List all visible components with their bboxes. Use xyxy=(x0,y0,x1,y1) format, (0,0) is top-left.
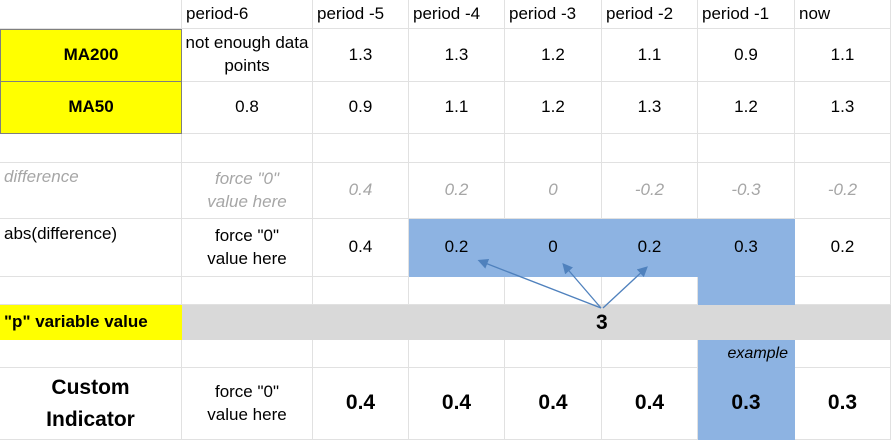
ma200-period-4[interactable]: 1.3 xyxy=(409,29,505,82)
example-label[interactable]: example xyxy=(698,340,795,368)
custom-indicator-period-4[interactable]: 0.4 xyxy=(409,368,505,440)
difference-now[interactable]: -0.2 xyxy=(795,163,891,219)
ma200-period-6[interactable]: not enough data points xyxy=(182,29,313,82)
custom-indicator-period-2[interactable]: 0.4 xyxy=(602,368,698,440)
label-p-variable[interactable]: "p" variable value xyxy=(0,305,182,340)
blank-cell[interactable] xyxy=(698,134,795,163)
blank-cell[interactable] xyxy=(409,134,505,163)
blank-cell[interactable] xyxy=(313,277,409,305)
label-custom-indicator[interactable]: Custom Indicator xyxy=(0,368,182,440)
blank-cell[interactable] xyxy=(409,340,505,368)
abs-difference-period-6[interactable]: force "0" value here xyxy=(182,219,313,277)
abs-difference-period-4[interactable]: 0.2 xyxy=(409,219,505,277)
header-period-1[interactable]: period -1 xyxy=(698,0,795,29)
blank-cell[interactable] xyxy=(505,134,602,163)
header-period-5[interactable]: period -5 xyxy=(313,0,409,29)
blank-cell[interactable] xyxy=(409,277,505,305)
ma50-period-3[interactable]: 1.2 xyxy=(505,82,602,134)
ma50-period-5[interactable]: 0.9 xyxy=(313,82,409,134)
header-corner-cell[interactable] xyxy=(0,0,182,29)
ma200-period-2[interactable]: 1.1 xyxy=(602,29,698,82)
blank-cell[interactable] xyxy=(0,340,182,368)
blank-cell[interactable] xyxy=(313,134,409,163)
blank-cell[interactable] xyxy=(795,277,891,305)
abs-difference-period-5[interactable]: 0.4 xyxy=(313,219,409,277)
header-period-2[interactable]: period -2 xyxy=(602,0,698,29)
p-variable-bar[interactable] xyxy=(182,305,891,340)
ma200-period-3[interactable]: 1.2 xyxy=(505,29,602,82)
blank-cell[interactable] xyxy=(182,277,313,305)
blank-cell[interactable] xyxy=(182,134,313,163)
label-abs-difference[interactable]: abs(difference) xyxy=(0,219,182,277)
header-period-4[interactable]: period -4 xyxy=(409,0,505,29)
difference-period-2[interactable]: -0.2 xyxy=(602,163,698,219)
label-ma50[interactable]: MA50 xyxy=(0,82,182,134)
custom-indicator-now[interactable]: 0.3 xyxy=(795,368,891,440)
label-difference[interactable]: difference xyxy=(0,163,182,219)
abs-difference-period-2[interactable]: 0.2 xyxy=(602,219,698,277)
difference-period-5[interactable]: 0.4 xyxy=(313,163,409,219)
ma50-period-6[interactable]: 0.8 xyxy=(182,82,313,134)
header-period-3[interactable]: period -3 xyxy=(505,0,602,29)
ma50-period-2[interactable]: 1.3 xyxy=(602,82,698,134)
custom-indicator-period-3[interactable]: 0.4 xyxy=(505,368,602,440)
abs-difference-period-3[interactable]: 0 xyxy=(505,219,602,277)
p-variable-value: 3 xyxy=(596,310,608,334)
blank-cell[interactable] xyxy=(182,340,313,368)
ma50-period-4[interactable]: 1.1 xyxy=(409,82,505,134)
blank-cell[interactable] xyxy=(795,340,891,368)
ma200-now[interactable]: 1.1 xyxy=(795,29,891,82)
custom-indicator-period-6[interactable]: force "0" value here xyxy=(182,368,313,440)
custom-indicator-period-5[interactable]: 0.4 xyxy=(313,368,409,440)
blank-cell[interactable] xyxy=(602,340,698,368)
difference-period-1[interactable]: -0.3 xyxy=(698,163,795,219)
blank-cell[interactable] xyxy=(602,134,698,163)
ma200-period-5[interactable]: 1.3 xyxy=(313,29,409,82)
difference-period-6[interactable]: force "0" value here xyxy=(182,163,313,219)
ma200-period-1[interactable]: 0.9 xyxy=(698,29,795,82)
custom-indicator-period-1[interactable]: 0.3 xyxy=(698,368,795,440)
highlight-cell[interactable] xyxy=(698,277,795,305)
blank-cell[interactable] xyxy=(795,134,891,163)
header-period-6[interactable]: period-6 xyxy=(182,0,313,29)
blank-cell[interactable] xyxy=(505,277,602,305)
difference-period-3[interactable]: 0 xyxy=(505,163,602,219)
header-now[interactable]: now xyxy=(795,0,891,29)
label-ma200[interactable]: MA200 xyxy=(0,29,182,82)
difference-period-4[interactable]: 0.2 xyxy=(409,163,505,219)
blank-cell[interactable] xyxy=(505,340,602,368)
blank-cell[interactable] xyxy=(0,134,182,163)
blank-cell[interactable] xyxy=(602,277,698,305)
ma50-period-1[interactable]: 1.2 xyxy=(698,82,795,134)
abs-difference-now[interactable]: 0.2 xyxy=(795,219,891,277)
blank-cell[interactable] xyxy=(313,340,409,368)
blank-cell[interactable] xyxy=(0,277,182,305)
abs-difference-period-1[interactable]: 0.3 xyxy=(698,219,795,277)
ma50-now[interactable]: 1.3 xyxy=(795,82,891,134)
